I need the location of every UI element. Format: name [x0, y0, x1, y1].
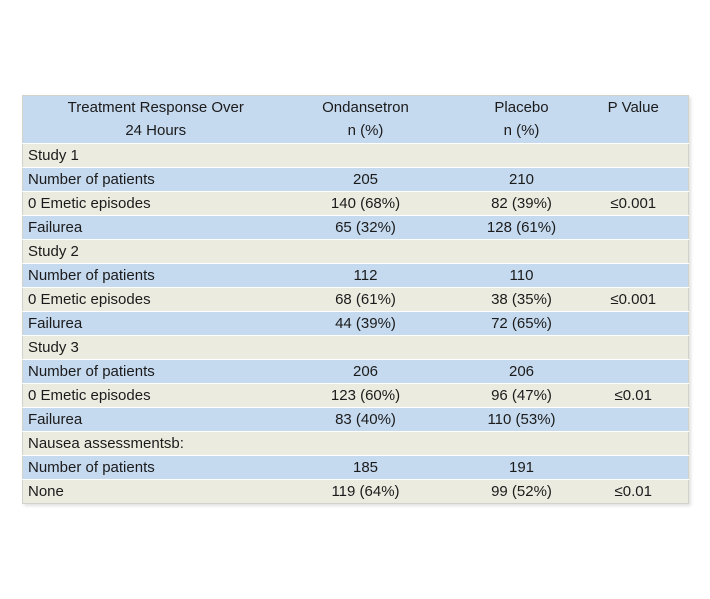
ondansetron-value: 119 (64%): [288, 479, 443, 504]
p-value: [600, 359, 689, 384]
ondansetron-value: [288, 431, 443, 456]
row-label: Number of patients: [22, 263, 289, 288]
ondansetron-value: [288, 239, 443, 264]
header-treatment-response: Treatment Response Over 24 Hours: [22, 95, 289, 144]
p-value: [600, 311, 689, 336]
row-label: 0 Emetic episodes: [22, 383, 289, 408]
table-row-study-2: Study 2: [22, 239, 689, 264]
row-label: Study 1: [22, 143, 289, 168]
p-value: [600, 239, 689, 264]
placebo-value: 206: [442, 359, 601, 384]
p-value: [600, 335, 689, 360]
p-value: [600, 455, 689, 480]
placebo-value: [442, 431, 601, 456]
ondansetron-value: 185: [288, 455, 443, 480]
table-row: 0 Emetic episodes 123 (60%) 96 (47%) ≤0.…: [22, 383, 689, 408]
header-ondansetron: Ondansetron n (%): [288, 95, 443, 144]
table-row: Number of patients 206 206: [22, 359, 689, 384]
treatment-response-table: Treatment Response Over 24 Hours Ondanse…: [22, 95, 689, 504]
p-value: [600, 431, 689, 456]
ondansetron-value: 206: [288, 359, 443, 384]
ondansetron-value: 65 (32%): [288, 215, 443, 240]
table-row: Number of patients 185 191: [22, 455, 689, 480]
header-placebo-line1: Placebo: [494, 99, 549, 116]
placebo-value: 99 (52%): [442, 479, 601, 504]
row-label: Failurea: [22, 215, 289, 240]
ondansetron-value: 68 (61%): [288, 287, 443, 312]
placebo-value: 96 (47%): [442, 383, 601, 408]
placebo-value: [442, 335, 601, 360]
header-p-value: P Value: [600, 95, 689, 144]
ondansetron-value: 83 (40%): [288, 407, 443, 432]
placebo-value: [442, 143, 601, 168]
p-value: [600, 167, 689, 192]
p-value: ≤0.001: [600, 287, 689, 312]
table-row: 0 Emetic episodes 140 (68%) 82 (39%) ≤0.…: [22, 191, 689, 216]
p-value: [600, 215, 689, 240]
placebo-value: 128 (61%): [442, 215, 601, 240]
table-row: None 119 (64%) 99 (52%) ≤0.01: [22, 479, 689, 504]
header-p-value-label: P Value: [607, 99, 659, 116]
row-label: Failurea: [22, 407, 289, 432]
table-row-nausea-section: Nausea assessmentsb:: [22, 431, 689, 456]
ondansetron-value: [288, 335, 443, 360]
ondansetron-value: 44 (39%): [288, 311, 443, 336]
placebo-value: 110 (53%): [442, 407, 601, 432]
placebo-value: 72 (65%): [442, 311, 601, 336]
row-label: Number of patients: [22, 455, 289, 480]
p-value: [600, 407, 689, 432]
table-row: Failurea 83 (40%) 110 (53%): [22, 407, 689, 432]
p-value: ≤0.01: [600, 383, 689, 408]
placebo-value: 38 (35%): [442, 287, 601, 312]
header-treatment-line2: 24 Hours: [125, 122, 187, 139]
row-label: Nausea assessmentsb:: [22, 431, 289, 456]
placebo-value: [442, 239, 601, 264]
table-header-row: Treatment Response Over 24 Hours Ondanse…: [22, 95, 689, 144]
table-row: Number of patients 112 110: [22, 263, 689, 288]
header-ondansetron-line1: Ondansetron: [322, 99, 409, 116]
row-label: Failurea: [22, 311, 289, 336]
ondansetron-value: 112: [288, 263, 443, 288]
ondansetron-value: 205: [288, 167, 443, 192]
placebo-value: 110: [442, 263, 601, 288]
row-label: Number of patients: [22, 167, 289, 192]
ondansetron-value: [288, 143, 443, 168]
p-value: [600, 143, 689, 168]
ondansetron-value: 140 (68%): [288, 191, 443, 216]
table-row-study-3: Study 3: [22, 335, 689, 360]
header-placebo: Placebo n (%): [442, 95, 601, 144]
p-value: [600, 263, 689, 288]
row-label: None: [22, 479, 289, 504]
row-label: Study 3: [22, 335, 289, 360]
header-placebo-line2: n (%): [503, 122, 540, 139]
row-label: 0 Emetic episodes: [22, 287, 289, 312]
table-row: Number of patients 205 210: [22, 167, 689, 192]
placebo-value: 210: [442, 167, 601, 192]
row-label: Number of patients: [22, 359, 289, 384]
header-treatment-line1: Treatment Response Over: [67, 99, 244, 116]
header-ondansetron-line2: n (%): [347, 122, 384, 139]
row-label: 0 Emetic episodes: [22, 191, 289, 216]
row-label: Study 2: [22, 239, 289, 264]
p-value: ≤0.001: [600, 191, 689, 216]
placebo-value: 191: [442, 455, 601, 480]
ondansetron-value: 123 (60%): [288, 383, 443, 408]
table-row-study-1: Study 1: [22, 143, 689, 168]
table-row: Failurea 65 (32%) 128 (61%): [22, 215, 689, 240]
table-row: 0 Emetic episodes 68 (61%) 38 (35%) ≤0.0…: [22, 287, 689, 312]
table-row: Failurea 44 (39%) 72 (65%): [22, 311, 689, 336]
placebo-value: 82 (39%): [442, 191, 601, 216]
p-value: ≤0.01: [600, 479, 689, 504]
